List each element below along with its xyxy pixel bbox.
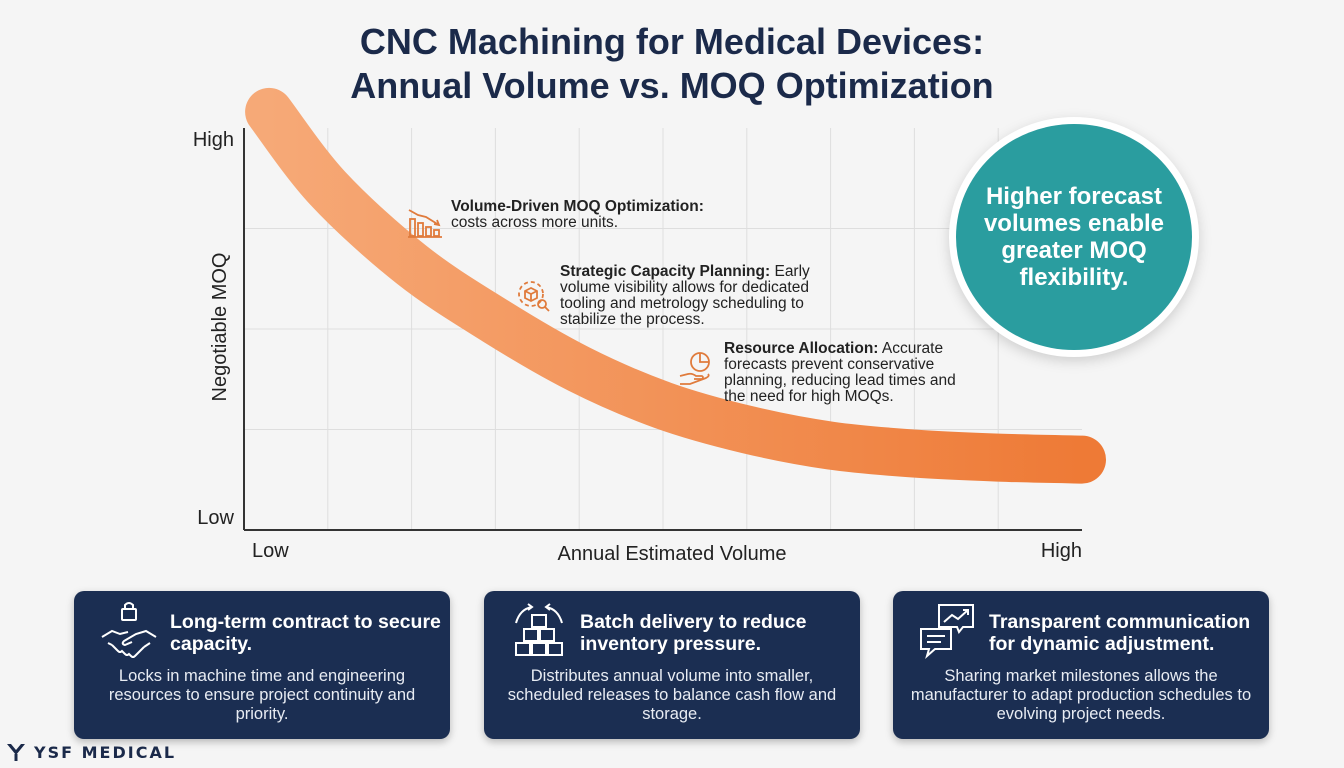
y-tick-label-low: Low [197, 507, 234, 529]
boxes-cycle-icon [515, 603, 563, 656]
card-2-title: Batch delivery to reduce inventory press… [580, 611, 807, 655]
brand-logo: YSF MEDICAL [6, 742, 176, 762]
annotation-1-line-1: costs across more units. [451, 214, 619, 231]
annotation-1-heading: Volume-Driven MOQ Optimization: [451, 198, 704, 215]
annotation-3-line-4: the need for high MOQs. [724, 388, 894, 405]
x-tick-label-high: High [1041, 540, 1082, 562]
y-tick-label-high: High [193, 129, 234, 151]
card-transparent-communication: Transparent communication for dynamic ad… [893, 591, 1269, 739]
title-line-2: Annual Volume vs. MOQ Optimization [350, 65, 994, 106]
page-title: CNC Machining for Medical Devices: Annua… [0, 20, 1344, 108]
annotation-3-heading: Resource Allocation: [724, 340, 879, 357]
forecast-callout-circle: Higher forecast volumes enable greater M… [956, 124, 1192, 350]
annotation-2-line-4: stabilize the process. [560, 311, 705, 328]
chat-trend-icon [920, 604, 974, 659]
x-axis-label: Annual Estimated Volume [557, 543, 786, 565]
hand-pie-chart-icon [679, 352, 710, 385]
card-batch-delivery: Batch delivery to reduce inventory press… [484, 591, 860, 739]
annotation-3-line-2: forecasts prevent conservative [724, 356, 935, 373]
card-2-body: Distributes annual volume into smaller, … [507, 667, 837, 723]
annotation-strategic-capacity: Strategic Capacity Planning: Early volum… [560, 264, 850, 328]
bar-chart-decline-icon [408, 209, 442, 238]
series-line-negotiable-moq [245, 87, 1106, 484]
y-axis-label: Negotiable MOQ [209, 253, 231, 402]
moq-volume-chart: High Low Low High Annual Estimated Volum… [193, 87, 1106, 565]
card-long-term-contract: Long-term contract to secure capacity. L… [74, 591, 450, 739]
callout-text: Higher forecast volumes enable greater M… [983, 183, 1165, 291]
ysf-logo-icon [7, 744, 25, 761]
card-3-title: Transparent communication for dynamic ad… [989, 611, 1251, 655]
gear-box-search-icon [518, 281, 550, 312]
annotation-2-line-3: tooling and metrology scheduling to [560, 295, 804, 312]
card-3-body: Sharing market milestones allows the man… [910, 667, 1252, 723]
x-tick-label-low: Low [252, 540, 289, 562]
card-1-body: Locks in machine time and engineering re… [108, 667, 416, 723]
annotation-3-line-3: planning, reducing lead times and [724, 372, 956, 389]
annotation-2-line-2: volume visibility allows for dedicated [560, 279, 809, 296]
handshake-lock-icon [101, 602, 157, 658]
annotation-2-heading: Strategic Capacity Planning: [560, 263, 771, 280]
annotation-2-line-1: Early [770, 263, 810, 280]
annotation-3-line-1: Accurate [878, 340, 944, 357]
title-line-1: CNC Machining for Medical Devices: [359, 21, 985, 62]
annotation-resource-allocation: Resource Allocation: Accurate forecasts … [724, 341, 994, 405]
brand-name: YSF MEDICAL [34, 742, 177, 762]
card-1-title: Long-term contract to secure capacity. [170, 611, 441, 655]
annotation-volume-driven: Volume-Driven MOQ Optimization: costs ac… [451, 199, 751, 231]
